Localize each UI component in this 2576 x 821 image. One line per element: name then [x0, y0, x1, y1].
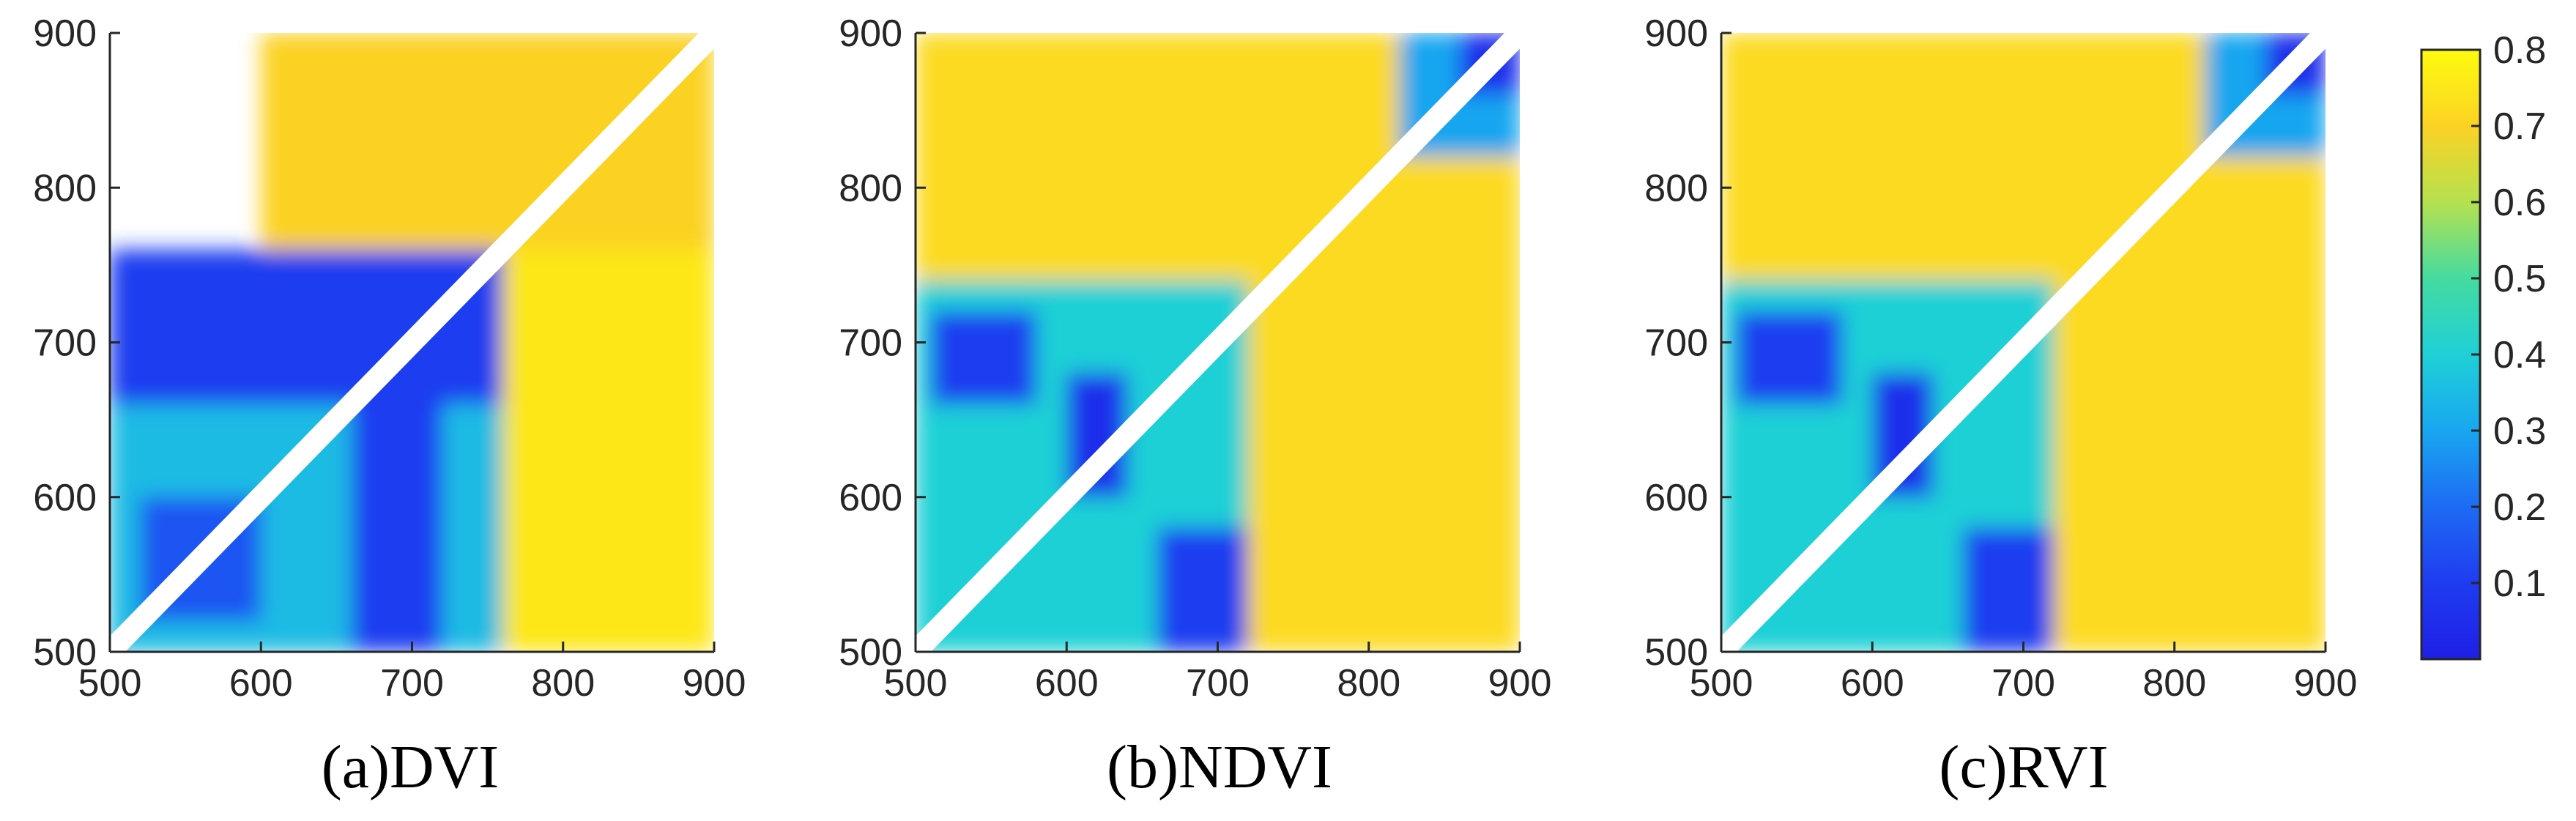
- x-tick-label: 500: [1690, 662, 1753, 705]
- heatmap-a: [110, 33, 714, 652]
- y-tick-label: 500: [839, 631, 902, 674]
- panel-c: 500 600 700 800 900 500 600 700 800 900 (c)RVI: [1644, 12, 2357, 801]
- colorbar-tick-label: 0.4: [2493, 334, 2546, 376]
- diagonal-mask: [110, 33, 714, 652]
- panel-b: 500 600 700 800 900 500 600 700 800 900 (b)NDVI: [839, 12, 1551, 801]
- x-tick-label: 800: [531, 662, 595, 705]
- heatmap-region-7: [502, 249, 714, 652]
- y-tick-label: 600: [839, 477, 902, 519]
- y-tick-label: 600: [33, 477, 97, 519]
- x-tick-label: 900: [683, 662, 746, 705]
- x-tick-label: 800: [1337, 662, 1400, 705]
- y-tick-label: 500: [1644, 631, 1708, 674]
- x-tick-label: 700: [1186, 662, 1250, 705]
- heatmap-region-6: [261, 33, 714, 250]
- colorbar-tick-label: 0.6: [2493, 182, 2546, 224]
- y-tick-label: 500: [33, 631, 97, 674]
- y-tick-label: 800: [1644, 167, 1708, 209]
- heatmap-region-1: [110, 249, 503, 404]
- x-tick-label: 900: [1488, 662, 1552, 705]
- diagonal-mask: [1721, 33, 2326, 652]
- caption-b: (b)NDVI: [1107, 733, 1332, 801]
- colorbar-tick-label: 0.1: [2493, 562, 2546, 605]
- heatmap-region-4: [1963, 528, 2054, 652]
- y-tick-label: 800: [839, 167, 902, 209]
- x-tick-label: 800: [2142, 662, 2206, 705]
- caption-c: (c)RVI: [1939, 733, 2108, 801]
- colorbar-tick-label: 0.3: [2493, 410, 2546, 453]
- y-tick-label: 900: [1644, 12, 1708, 55]
- heatmap-c: [1721, 33, 2326, 652]
- x-tick-label: 600: [1841, 662, 1904, 705]
- y-tick-label: 700: [33, 322, 97, 365]
- axes-b: 500 600 700 800 900 500 600 700 800 900: [839, 12, 1551, 705]
- colorbar-ticks: 0.1 0.2 0.3 0.4 0.5 0.6 0.7 0.8: [2471, 29, 2546, 605]
- heatmap-region-2: [930, 311, 1036, 404]
- colorbar-tick-label: 0.7: [2493, 105, 2546, 148]
- caption-a: (a)DVI: [322, 733, 500, 801]
- y-tick-label: 800: [33, 167, 97, 209]
- heatmap-b: [916, 33, 1520, 652]
- x-tick-label: 700: [1992, 662, 2055, 705]
- heatmap-region-4: [1157, 528, 1248, 652]
- heatmap-region-2: [1736, 311, 1842, 404]
- y-tick-label: 900: [839, 12, 902, 55]
- diagonal-mask: [916, 33, 1520, 652]
- axes-a: 500 600 700 800 900 500 600 700 800 900: [33, 12, 746, 705]
- y-tick-label: 700: [839, 322, 902, 365]
- x-tick-label: 600: [229, 662, 293, 705]
- colorbar-tick-label: 0.5: [2493, 258, 2546, 300]
- y-tick-label: 600: [1644, 477, 1708, 519]
- panel-a: 500 600 700 800 900 500 600 700 800 900 (a)DVI: [33, 12, 746, 801]
- x-tick-label: 500: [78, 662, 142, 705]
- x-tick-label: 600: [1035, 662, 1099, 705]
- x-tick-label: 500: [884, 662, 948, 705]
- y-tick-label: 700: [1644, 322, 1708, 365]
- y-tick-label: 900: [33, 12, 97, 55]
- colorbar: 0.1 0.2 0.3 0.4 0.5 0.6 0.7 0.8: [2420, 29, 2546, 661]
- axes-c: 500 600 700 800 900 500 600 700 800 900: [1644, 12, 2357, 705]
- x-tick-label: 700: [380, 662, 444, 705]
- colorbar-tick-label: 0.8: [2493, 29, 2546, 72]
- colorbar-gradient: [2420, 48, 2482, 661]
- colorbar-tick-label: 0.2: [2493, 486, 2546, 529]
- x-tick-label: 900: [2294, 662, 2358, 705]
